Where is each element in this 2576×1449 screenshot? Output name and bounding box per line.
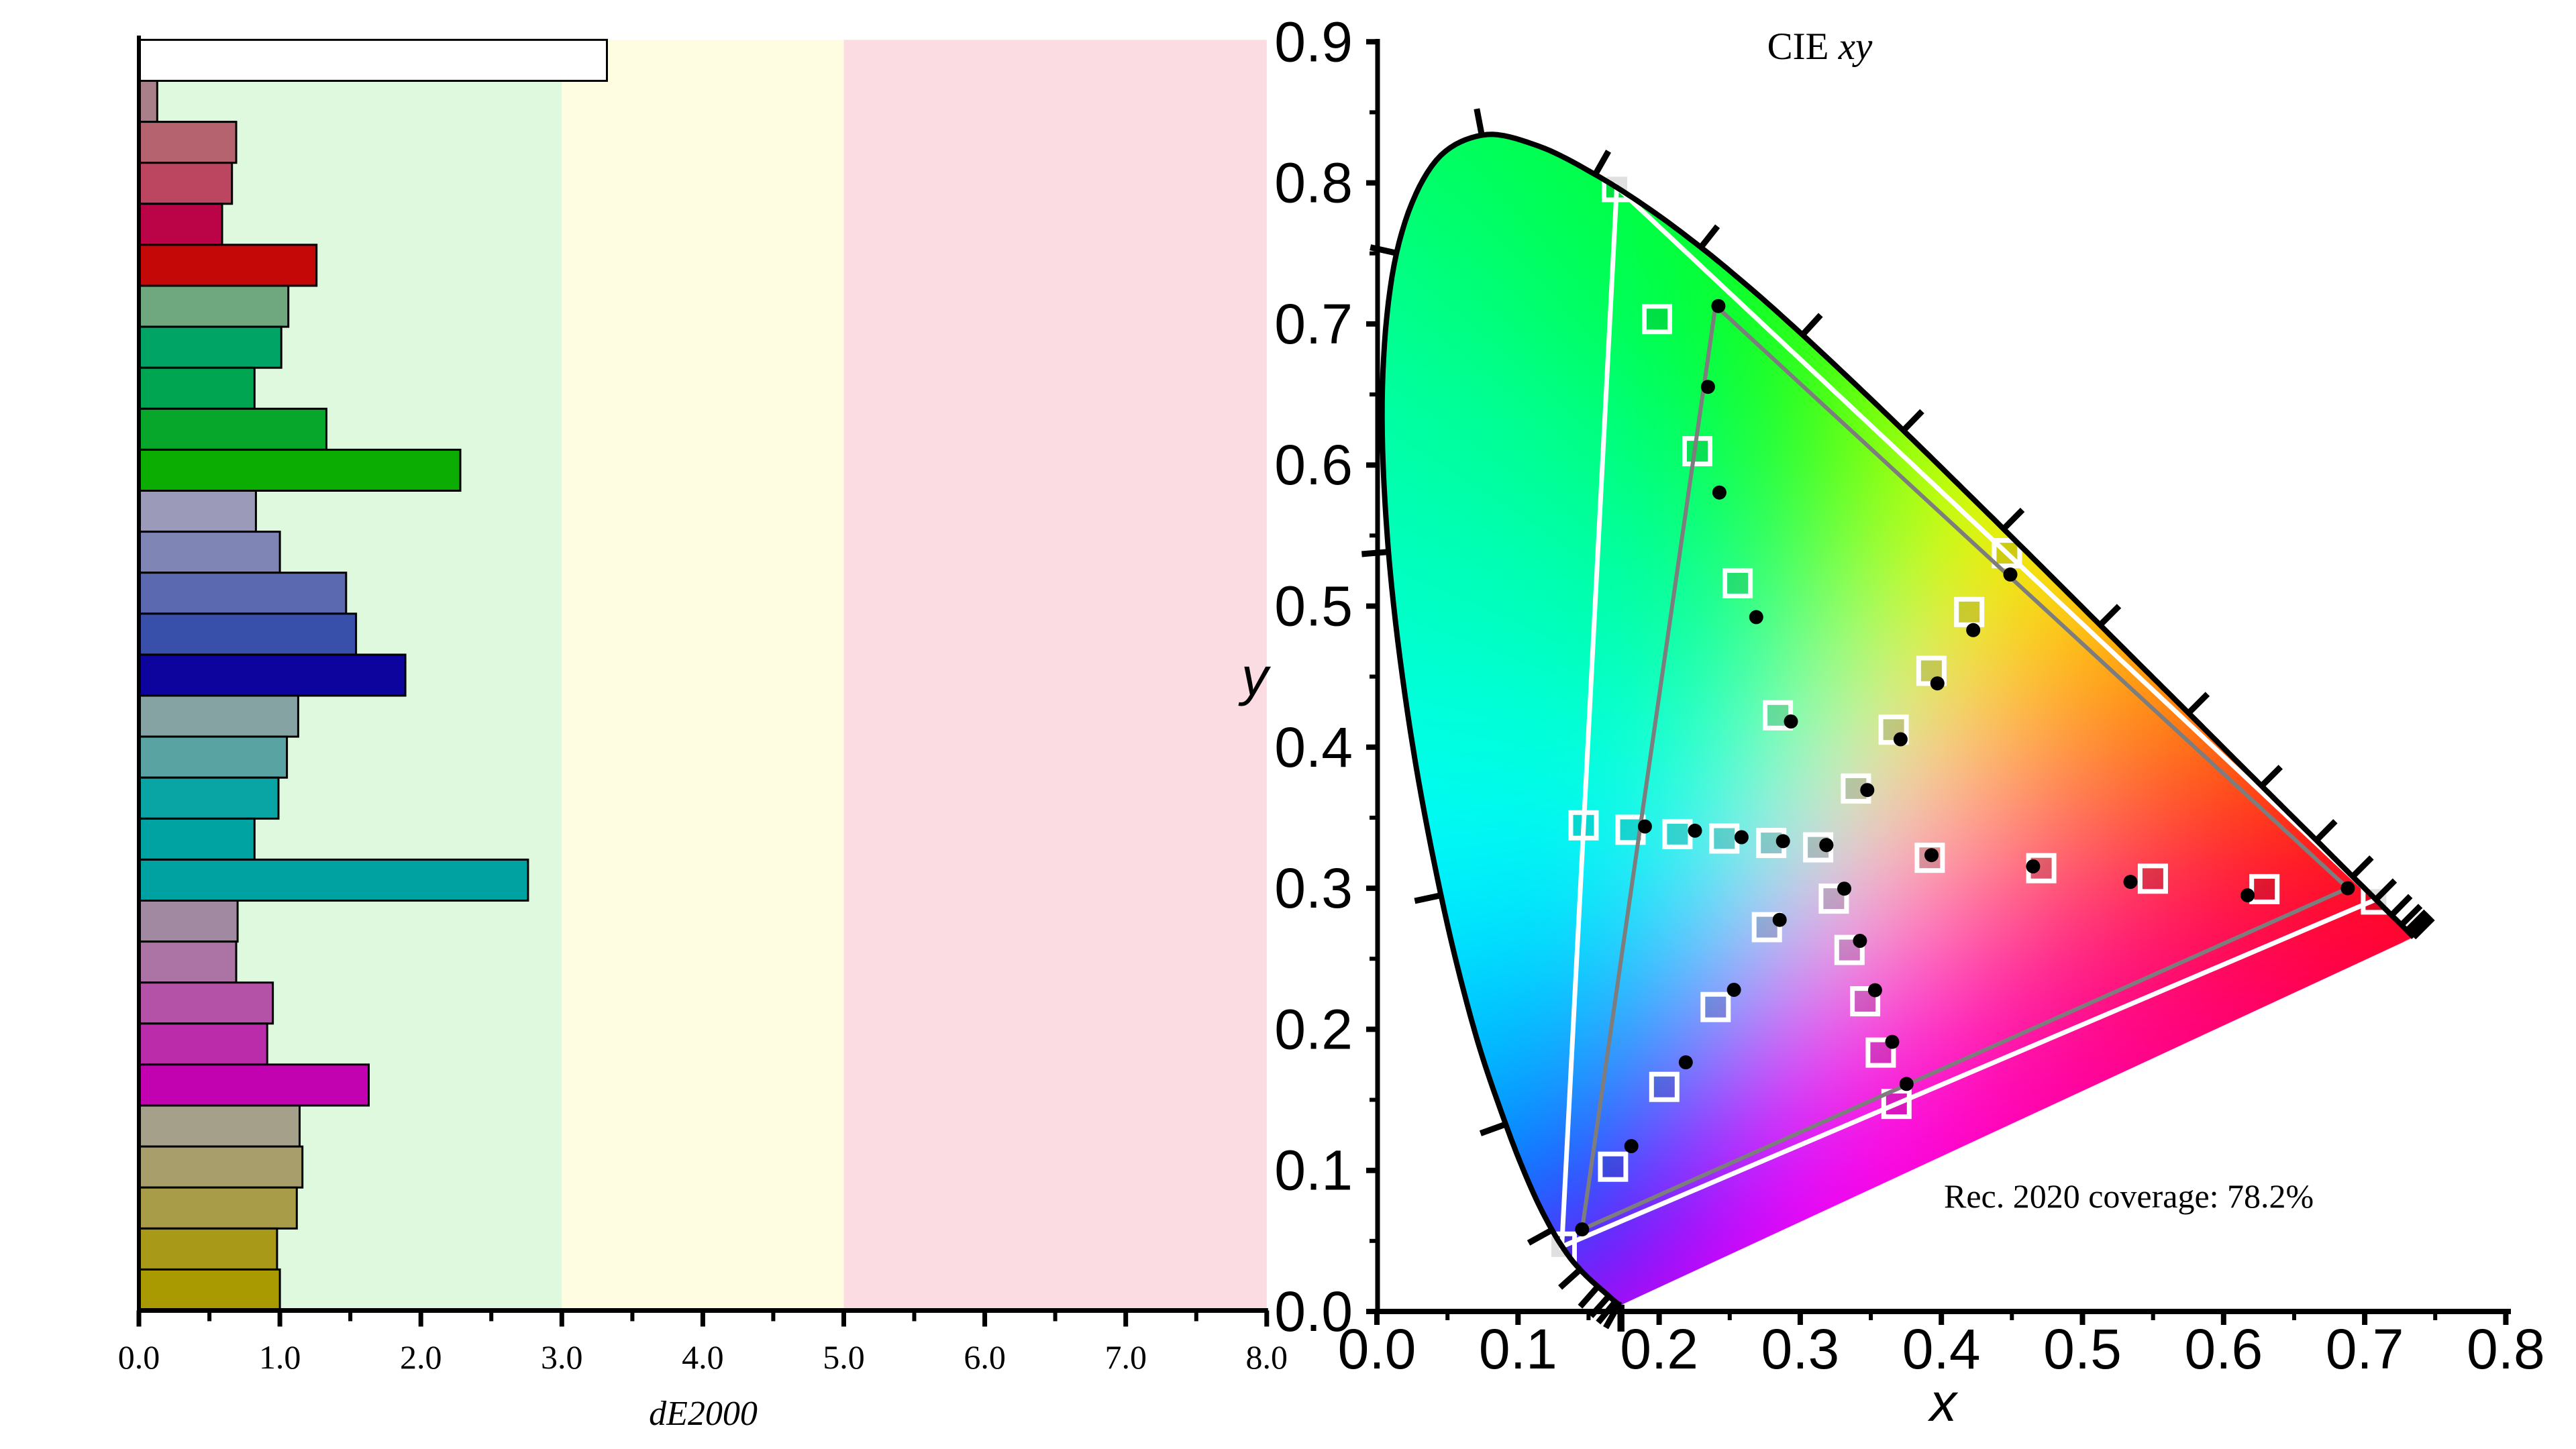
svg-text:CIE xy: CIE xy [1767, 25, 1873, 68]
svg-text:0.5: 0.5 [1274, 575, 1353, 638]
svg-text:0.5: 0.5 [2043, 1318, 2122, 1381]
svg-text:0.7: 0.7 [1274, 292, 1353, 356]
svg-text:0.0: 0.0 [1274, 1280, 1353, 1343]
svg-text:0.9: 0.9 [1274, 10, 1353, 73]
svg-text:3.0: 3.0 [541, 1338, 583, 1376]
svg-text:0.6: 0.6 [2184, 1318, 2263, 1381]
svg-text:0.2: 0.2 [1274, 998, 1353, 1061]
svg-text:y: y [1238, 647, 1272, 706]
svg-text:2.0: 2.0 [400, 1338, 442, 1376]
svg-text:dE2000: dE2000 [649, 1395, 758, 1433]
svg-text:0.4: 0.4 [1274, 716, 1353, 779]
svg-text:0.0: 0.0 [118, 1338, 160, 1376]
svg-text:0.3: 0.3 [1761, 1318, 1840, 1381]
svg-text:0.4: 0.4 [1902, 1318, 1981, 1381]
svg-text:1.0: 1.0 [259, 1338, 301, 1376]
svg-text:0.2: 0.2 [1620, 1318, 1698, 1381]
svg-text:0.6: 0.6 [1274, 433, 1353, 496]
svg-text:Rec. 2020 coverage: 78.2%: Rec. 2020 coverage: 78.2% [1944, 1177, 2314, 1215]
svg-text:x: x [1927, 1373, 1959, 1432]
svg-text:0.8: 0.8 [1274, 152, 1353, 215]
svg-text:8.0: 8.0 [1246, 1338, 1288, 1376]
svg-text:0.0: 0.0 [1338, 1318, 1416, 1381]
svg-text:7.0: 7.0 [1104, 1338, 1147, 1376]
svg-text:0.8: 0.8 [2467, 1318, 2545, 1381]
svg-text:0.3: 0.3 [1274, 857, 1353, 920]
svg-text:6.0: 6.0 [964, 1338, 1006, 1376]
svg-text:0.7: 0.7 [2326, 1318, 2404, 1381]
svg-text:0.1: 0.1 [1479, 1318, 1557, 1381]
svg-text:0.1: 0.1 [1274, 1139, 1353, 1202]
svg-text:5.0: 5.0 [823, 1338, 865, 1376]
svg-text:4.0: 4.0 [682, 1338, 724, 1376]
